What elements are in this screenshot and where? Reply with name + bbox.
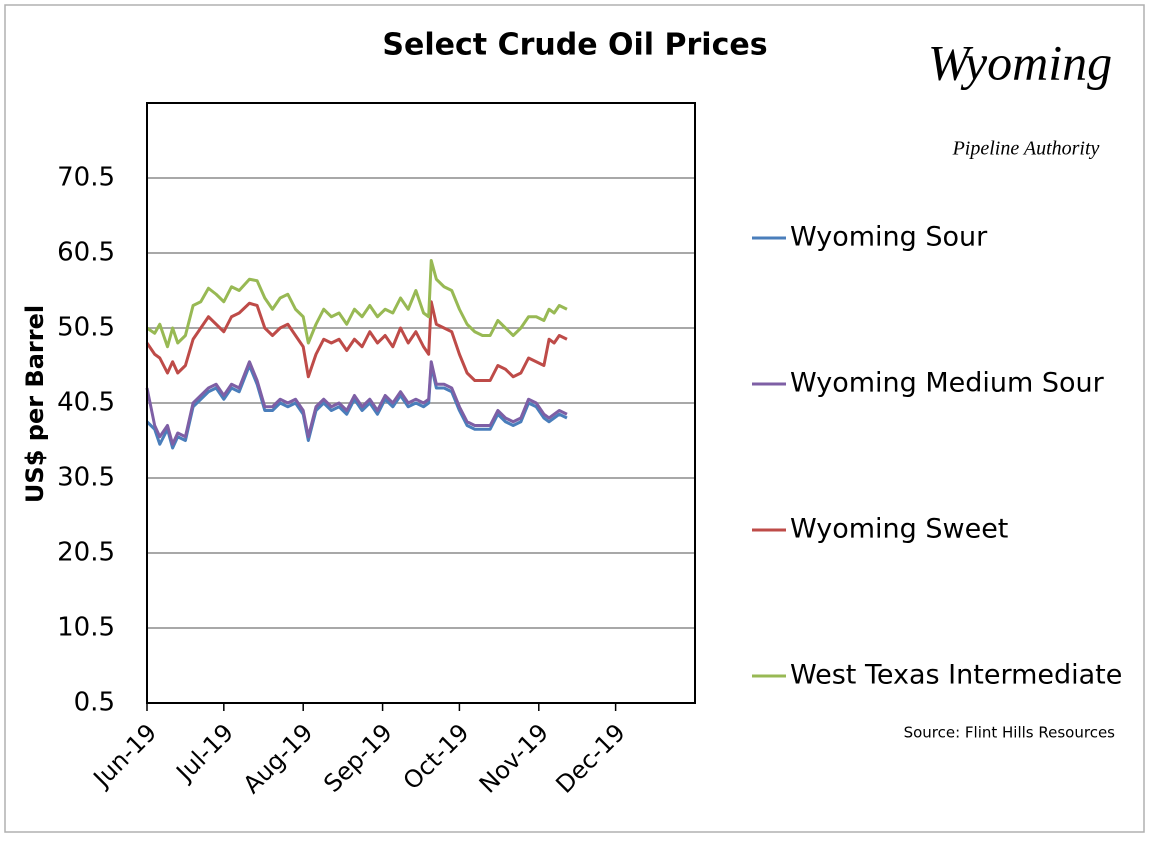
y-tick-label: 10.5 [57,613,115,643]
source-note: Source: Flint Hills Resources [904,724,1116,742]
y-tick-label: 70.5 [57,163,115,193]
y-tick-label: 60.5 [57,238,115,268]
y-tick-label: 20.5 [57,538,115,568]
y-tick-label: 30.5 [57,463,115,493]
series-line [145,300,568,382]
series-line [145,364,568,450]
series-line [145,360,568,446]
y-tick-label: 0.5 [74,688,115,718]
legend-label: West Texas Intermediate [790,660,1122,691]
logo-tagline: Pipeline Authority [952,138,1100,160]
series-lines [145,259,568,450]
legend-label: Wyoming Sour [790,222,988,253]
chart-frame [4,4,1145,833]
chart-title: Select Crude Oil Prices [382,28,767,63]
y-axis-label: US$ per Barrel [21,305,49,503]
plot-frame [146,102,696,704]
y-tick-label: 50.5 [57,313,115,343]
logo-name: Wyoming [928,34,1112,90]
legend: Wyoming Sour Wyoming Medium Sour Wyoming S… [752,222,1122,691]
series-line [146,259,568,349]
y-tick-label: 40.5 [57,388,115,418]
legend-label: Wyoming Medium Sour [790,368,1105,399]
legend-label: Wyoming Sweet [790,514,1008,545]
